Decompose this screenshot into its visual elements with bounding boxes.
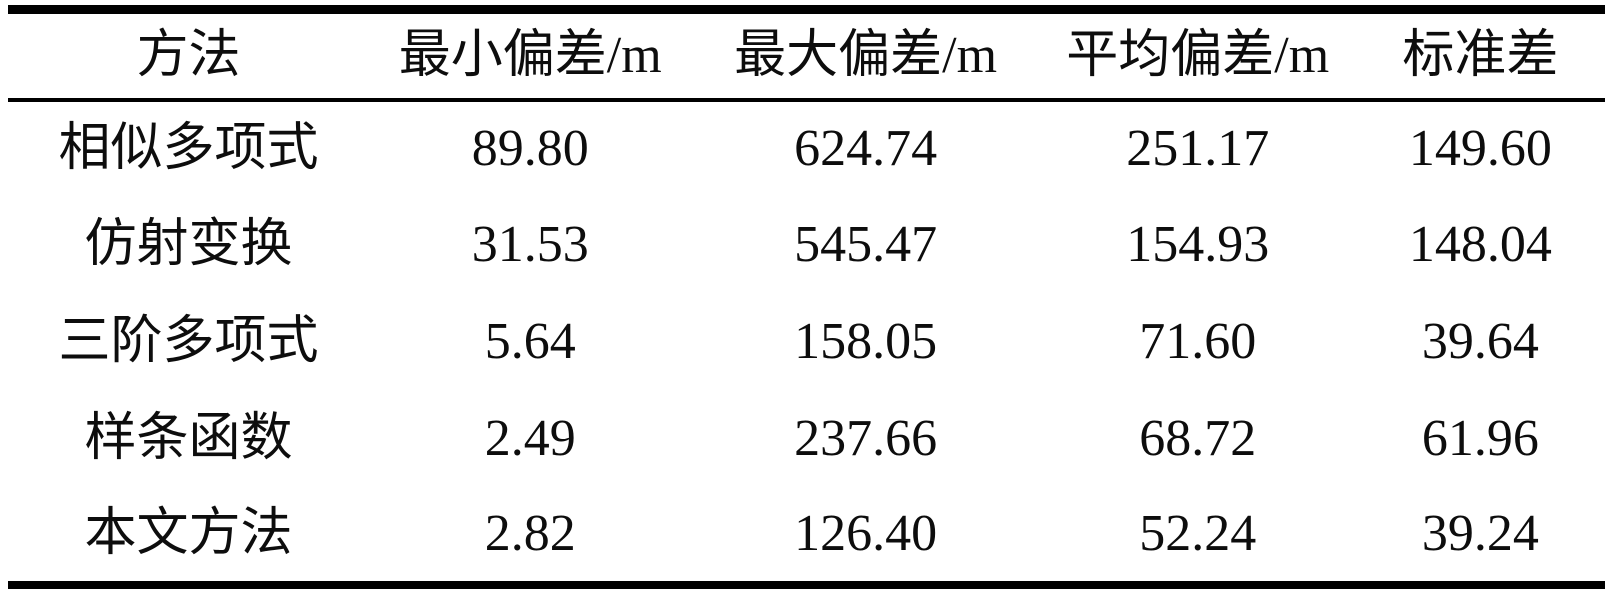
column-header-min-deviation: 最小偏差/m [398,26,662,84]
value-cell: 5.64 [484,313,576,370]
table-row: 仿射变换 31.53 545.47 154.93 148.04 [8,197,1605,294]
column-header-method: 方法 [136,26,241,84]
value-cell: 52.24 [1139,505,1257,562]
value-cell: 545.47 [794,216,938,273]
method-cell: 本文方法 [84,505,293,562]
header-row: 方法 最小偏差/m 最大偏差/m 平均偏差/m 标准差 [8,10,1605,100]
value-cell: 158.05 [794,313,938,370]
table-row: 相似多项式 89.80 624.74 251.17 149.60 [8,100,1605,197]
deviation-comparison-table: 方法 最小偏差/m 最大偏差/m 平均偏差/m 标准差 相似多项式 89.80 62… [8,5,1605,589]
method-cell: 相似多项式 [58,120,319,177]
column-header-std-dev: 标准差 [1402,26,1559,84]
table-header: 方法 最小偏差/m 最大偏差/m 平均偏差/m 标准差 [8,10,1605,100]
value-cell: 39.64 [1421,313,1539,370]
paper-table-region: 方法 最小偏差/m 最大偏差/m 平均偏差/m 标准差 相似多项式 89.80 62… [8,5,1605,589]
method-cell: 仿射变换 [84,216,293,273]
value-cell: 148.04 [1408,216,1552,273]
value-cell: 237.66 [794,410,938,467]
value-cell: 2.82 [484,505,576,562]
value-cell: 624.74 [794,120,938,177]
value-cell: 61.96 [1421,410,1539,467]
value-cell: 2.49 [484,410,576,467]
table-body: 相似多项式 89.80 624.74 251.17 149.60 仿射变换 31.53 545… [8,100,1605,585]
value-cell: 154.93 [1126,216,1270,273]
value-cell: 126.40 [794,505,938,562]
table-row: 三阶多项式 5.64 158.05 71.60 39.64 [8,294,1605,391]
value-cell: 71.60 [1139,313,1257,370]
column-header-max-deviation: 最大偏差/m [734,26,998,84]
value-cell: 68.72 [1139,410,1257,467]
method-cell: 样条函数 [84,410,293,467]
value-cell: 31.53 [471,216,589,273]
value-cell: 251.17 [1126,120,1270,177]
value-cell: 89.80 [471,120,589,177]
table-row: 本文方法 2.82 126.40 52.24 39.24 [8,488,1605,585]
table-row: 样条函数 2.49 237.66 68.72 61.96 [8,391,1605,488]
value-cell: 149.60 [1408,120,1552,177]
value-cell: 39.24 [1421,505,1539,562]
column-header-avg-deviation: 平均偏差/m [1066,26,1330,84]
method-cell: 三阶多项式 [58,313,319,370]
